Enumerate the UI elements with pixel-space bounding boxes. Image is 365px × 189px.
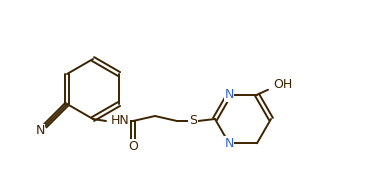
Text: OH: OH xyxy=(273,78,292,91)
Text: N: N xyxy=(224,137,234,150)
Text: N: N xyxy=(224,88,234,101)
Text: N: N xyxy=(35,125,45,138)
Text: HN: HN xyxy=(111,115,130,128)
Text: S: S xyxy=(189,115,197,128)
Text: O: O xyxy=(128,139,138,153)
